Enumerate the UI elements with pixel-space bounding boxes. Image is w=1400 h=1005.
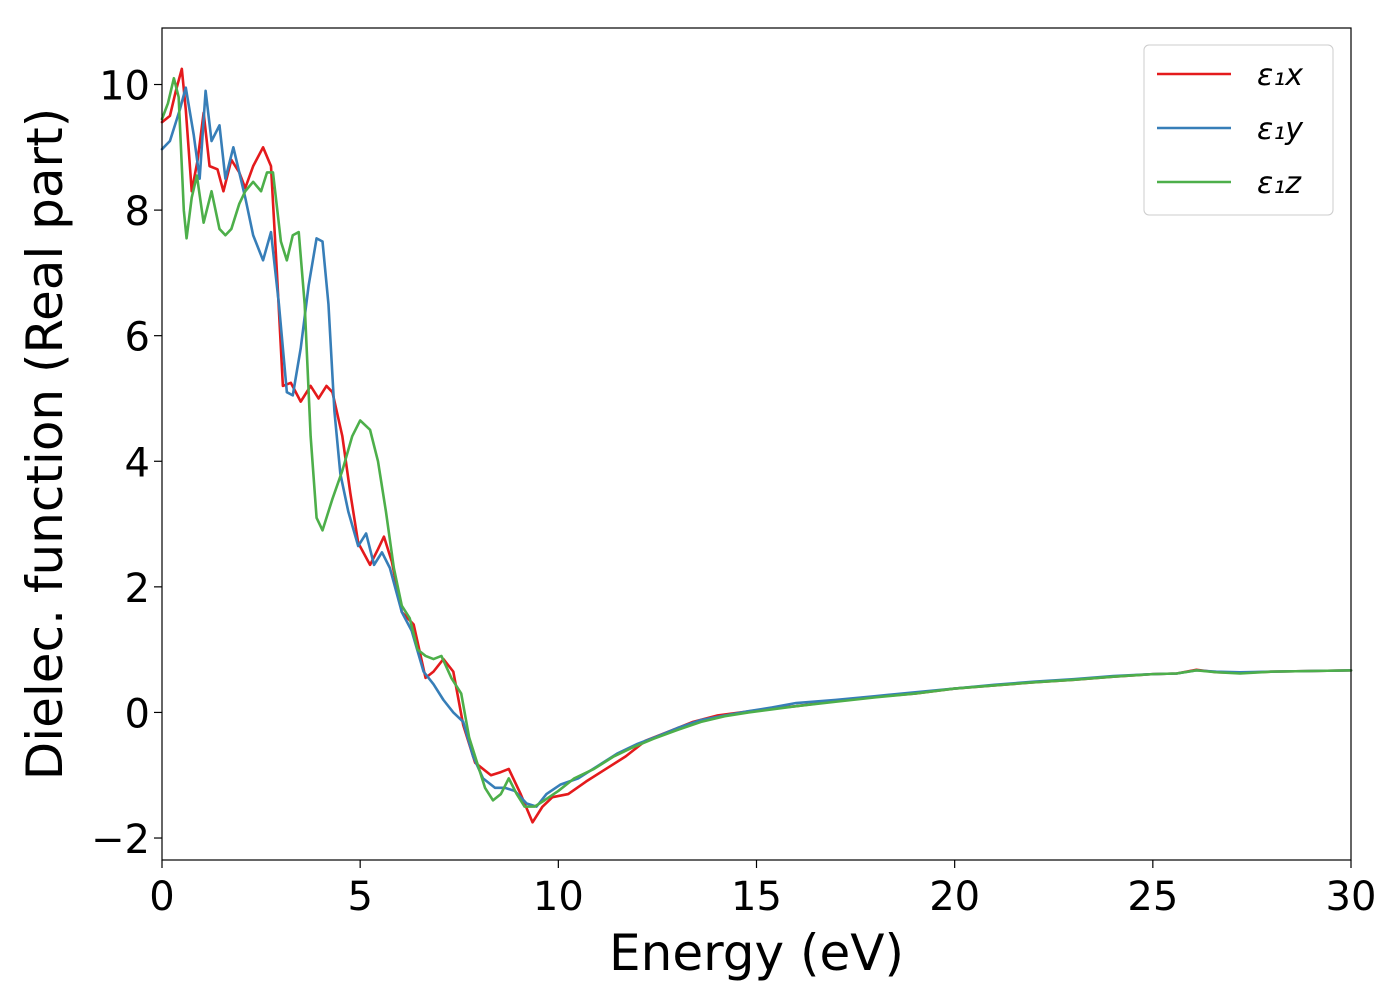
y-tick-label: 0 xyxy=(125,691,150,737)
x-tick-label: 15 xyxy=(731,874,782,920)
legend-box xyxy=(1143,44,1334,216)
y-tick-label: 4 xyxy=(125,440,150,486)
legend: ε₁x ε₁y ε₁z xyxy=(1143,44,1334,216)
x-tick-label: 25 xyxy=(1127,874,1178,920)
y-tick-label: 2 xyxy=(125,566,150,612)
x-tick-label: 5 xyxy=(347,874,372,920)
y-tick-label: −2 xyxy=(91,817,150,863)
x-tick-label: 0 xyxy=(149,874,174,920)
series-layer xyxy=(160,67,1353,824)
y-tick-label: 8 xyxy=(125,189,150,235)
x-tick-label: 30 xyxy=(1326,874,1377,920)
y-axis-label: Dielec. function (Real part) xyxy=(16,108,74,780)
x-axis-label: Energy (eV) xyxy=(609,924,904,982)
y-axis-ticks: −2 0 2 4 6 8 10 xyxy=(91,64,162,863)
y-tick-label: 10 xyxy=(99,64,150,110)
series-line-2 xyxy=(160,76,1353,808)
y-tick-label: 6 xyxy=(125,315,150,361)
legend-label-0: ε₁x xyxy=(1257,58,1303,93)
legend-label-2: ε₁z xyxy=(1257,166,1302,201)
x-tick-label: 10 xyxy=(533,874,584,920)
x-axis-ticks: 0 5 10 15 20 25 30 xyxy=(149,860,1376,920)
legend-label-1: ε₁y xyxy=(1257,112,1304,147)
x-tick-label: 20 xyxy=(929,874,980,920)
